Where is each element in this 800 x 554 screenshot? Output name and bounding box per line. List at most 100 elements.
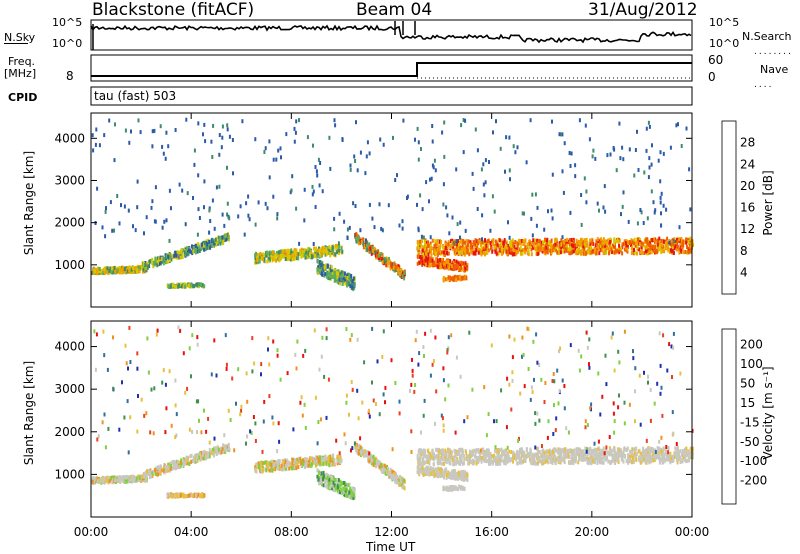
data-point [181, 188, 184, 193]
data-point [439, 251, 442, 256]
data-point [302, 253, 305, 258]
data-point [163, 257, 166, 262]
data-point [339, 479, 342, 484]
data-point [130, 475, 133, 480]
data-point [425, 246, 428, 251]
data-point [366, 247, 369, 252]
data-point [416, 261, 419, 266]
data-point [268, 175, 271, 180]
data-point [518, 238, 521, 243]
data-point [646, 241, 649, 246]
data-point [254, 468, 257, 473]
data-point [120, 477, 123, 481]
data-point [181, 284, 184, 289]
data-point [279, 146, 282, 151]
data-point [553, 451, 556, 456]
data-point [338, 248, 341, 253]
data-point [261, 465, 264, 470]
data-point [322, 474, 325, 479]
data-point [535, 249, 538, 254]
data-point [589, 242, 592, 246]
data-point [325, 461, 328, 466]
data-point [324, 252, 327, 257]
data-point [304, 457, 307, 461]
data-point [225, 444, 228, 449]
data-point [337, 478, 340, 482]
data-point [679, 455, 682, 460]
data-point [669, 145, 672, 150]
data-point [568, 242, 571, 247]
data-point [630, 251, 633, 255]
colorbar-tick-label: 4 [740, 265, 748, 279]
data-point [295, 206, 298, 211]
data-point [512, 450, 514, 455]
data-point [116, 194, 119, 198]
data-point [283, 248, 286, 253]
data-point [510, 247, 513, 252]
data-point [607, 459, 610, 464]
data-point [294, 465, 296, 470]
data-point [390, 263, 393, 268]
data-point [512, 249, 515, 254]
data-point [522, 248, 525, 253]
data-point [331, 481, 334, 486]
data-point [582, 240, 585, 245]
colorbar-frame [721, 120, 737, 295]
data-point [604, 239, 607, 244]
data-point [502, 249, 505, 254]
data-point [317, 157, 320, 162]
data-point [546, 247, 549, 252]
data-point [508, 235, 511, 240]
data-point [669, 451, 672, 456]
data-point [315, 462, 318, 467]
data-point [117, 475, 120, 480]
data-point [338, 211, 341, 216]
data-point [226, 445, 229, 450]
data-point [495, 251, 498, 256]
data-point [293, 139, 296, 144]
data-point [455, 167, 458, 172]
data-point [389, 263, 392, 268]
data-point [348, 482, 351, 487]
data-point [499, 246, 502, 251]
data-point [518, 456, 521, 461]
data-point [292, 457, 295, 462]
data-point [573, 246, 575, 251]
data-point [389, 261, 392, 266]
data-point [689, 207, 692, 212]
data-point [342, 278, 345, 283]
data-point [176, 464, 179, 469]
data-point [596, 237, 599, 242]
data-point [349, 284, 352, 289]
data-point [399, 478, 402, 483]
data-point [108, 268, 111, 273]
data-point [304, 248, 307, 253]
data-point [589, 238, 592, 243]
data-point [678, 250, 681, 255]
data-point [614, 248, 617, 253]
data-point [433, 248, 436, 253]
data-point [643, 251, 646, 255]
data-point [333, 118, 336, 123]
data-point [327, 276, 330, 281]
data-point [509, 250, 511, 255]
data-point [311, 184, 314, 189]
data-point [330, 265, 333, 270]
data-point [447, 251, 450, 256]
data-point [211, 242, 214, 247]
cpid-panel-frame [90, 86, 693, 106]
data-point [196, 232, 199, 237]
data-point [465, 239, 468, 244]
data-point [336, 482, 339, 487]
data-point [355, 443, 358, 447]
data-point [619, 156, 622, 161]
data-point [310, 462, 313, 467]
data-point [151, 260, 153, 265]
data-point [284, 459, 287, 464]
noise-panel-frame [90, 19, 693, 51]
data-point [303, 218, 306, 223]
data-point [270, 459, 273, 464]
data-point [381, 228, 384, 233]
data-point [126, 475, 129, 480]
data-point [495, 241, 498, 246]
